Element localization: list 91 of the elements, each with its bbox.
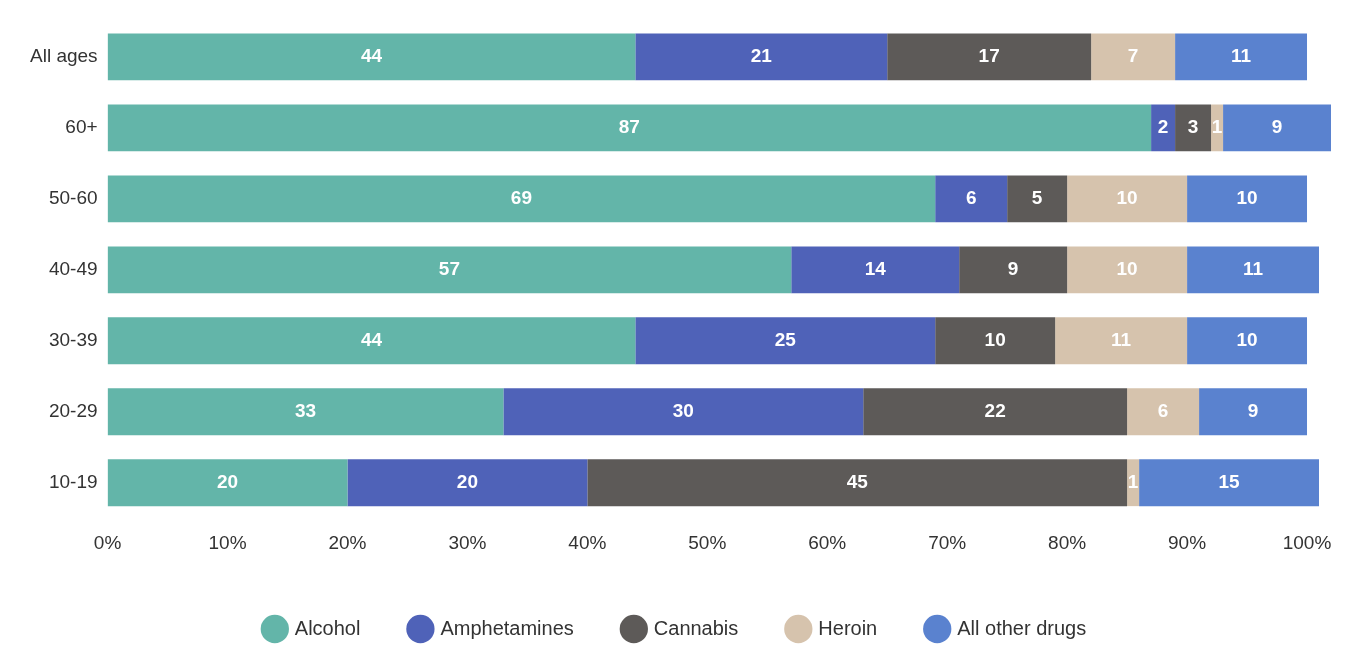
data-label: 5 (1031, 187, 1043, 209)
data-label: 33 (294, 399, 317, 421)
bar (635, 317, 936, 365)
data-label: 11 (1231, 45, 1252, 67)
y-tick-label: 50-60 (48, 187, 98, 209)
bar (1175, 33, 1308, 81)
y-tick-label: 10-19 (48, 470, 98, 492)
data-label: 14 (864, 258, 887, 280)
data-label: 20 (456, 470, 478, 492)
bar (1091, 33, 1176, 81)
data-label: 11 (1111, 329, 1132, 351)
data-label: 44 (360, 329, 383, 351)
bar (1187, 175, 1308, 223)
bar (107, 104, 1152, 152)
data-label: 10 (1236, 187, 1258, 209)
data-label: 45 (846, 470, 869, 492)
y-tick-label: 60+ (65, 116, 98, 138)
data-label: 9 (1007, 258, 1019, 280)
data-label: 6 (965, 187, 977, 209)
data-label: 11 (1242, 258, 1264, 280)
bar (1127, 388, 1200, 436)
bar (935, 175, 1008, 223)
data-label: 44 (360, 45, 383, 67)
bar (587, 459, 1128, 507)
data-label: 87 (618, 116, 640, 138)
bar (347, 459, 588, 507)
legend-label: Alcohol (294, 616, 361, 639)
legend-label: Amphetamines (440, 616, 574, 639)
data-label: 1 (1127, 470, 1139, 492)
data-label: 10 (1116, 258, 1138, 280)
bar (1187, 317, 1308, 365)
bar (959, 246, 1068, 294)
y-tick-label: 30-39 (48, 329, 98, 351)
bar (1067, 246, 1188, 294)
x-tick-label: 20% (328, 531, 367, 553)
data-label: 9 (1271, 116, 1283, 138)
bar (1175, 104, 1212, 152)
bar (107, 175, 936, 223)
data-label: 1 (1211, 116, 1223, 138)
data-label: 69 (510, 187, 532, 209)
bar (1007, 175, 1068, 223)
y-tick-label: 20-29 (48, 399, 98, 421)
y-tick-label: 40-49 (48, 258, 98, 280)
data-label: 10 (1236, 329, 1258, 351)
data-label: 10 (984, 329, 1006, 351)
data-label: 20 (216, 470, 239, 492)
bar (887, 33, 1092, 81)
bar (1151, 104, 1176, 152)
bar (791, 246, 960, 294)
bar (107, 246, 792, 294)
data-label: 10 (1116, 187, 1138, 209)
bar (1199, 388, 1308, 436)
data-label: 25 (774, 329, 797, 351)
legend-label: All other drugs (957, 616, 1087, 639)
bar (107, 459, 348, 507)
bar (1067, 175, 1188, 223)
bar (107, 317, 636, 365)
x-tick-label: 70% (928, 531, 967, 553)
bar (503, 388, 864, 436)
y-tick-label: All ages (29, 45, 98, 67)
x-tick-label: 90% (1168, 531, 1207, 553)
legend-label: Cannabis (653, 616, 739, 639)
bar (1139, 459, 1320, 507)
bar (1055, 317, 1188, 365)
data-label: 15 (1218, 470, 1241, 492)
x-tick-label: 30% (448, 531, 487, 553)
data-label: 21 (750, 45, 773, 67)
data-label: 22 (984, 399, 1006, 421)
bar (935, 317, 1056, 365)
data-label: 7 (1127, 45, 1139, 67)
data-label: 2 (1157, 116, 1169, 138)
bar (635, 33, 888, 81)
bar (107, 388, 504, 436)
data-label: 30 (672, 399, 694, 421)
data-label: 57 (438, 258, 460, 280)
data-label: 9 (1247, 399, 1259, 421)
data-label: 6 (1157, 399, 1169, 421)
legend-label: Heroin (818, 616, 878, 639)
x-tick-label: 50% (688, 531, 727, 553)
x-tick-label: 100% (1282, 531, 1332, 553)
x-tick-label: 10% (208, 531, 247, 553)
data-label: 17 (978, 45, 1000, 67)
x-tick-label: 80% (1048, 531, 1087, 553)
bar (107, 33, 636, 81)
data-label: 3 (1187, 116, 1199, 138)
bar (863, 388, 1128, 436)
x-tick-label: 60% (808, 531, 847, 553)
bar (1223, 104, 1331, 152)
x-tick-label: 0% (93, 531, 122, 553)
x-tick-label: 40% (568, 531, 607, 553)
bar (1187, 246, 1320, 294)
